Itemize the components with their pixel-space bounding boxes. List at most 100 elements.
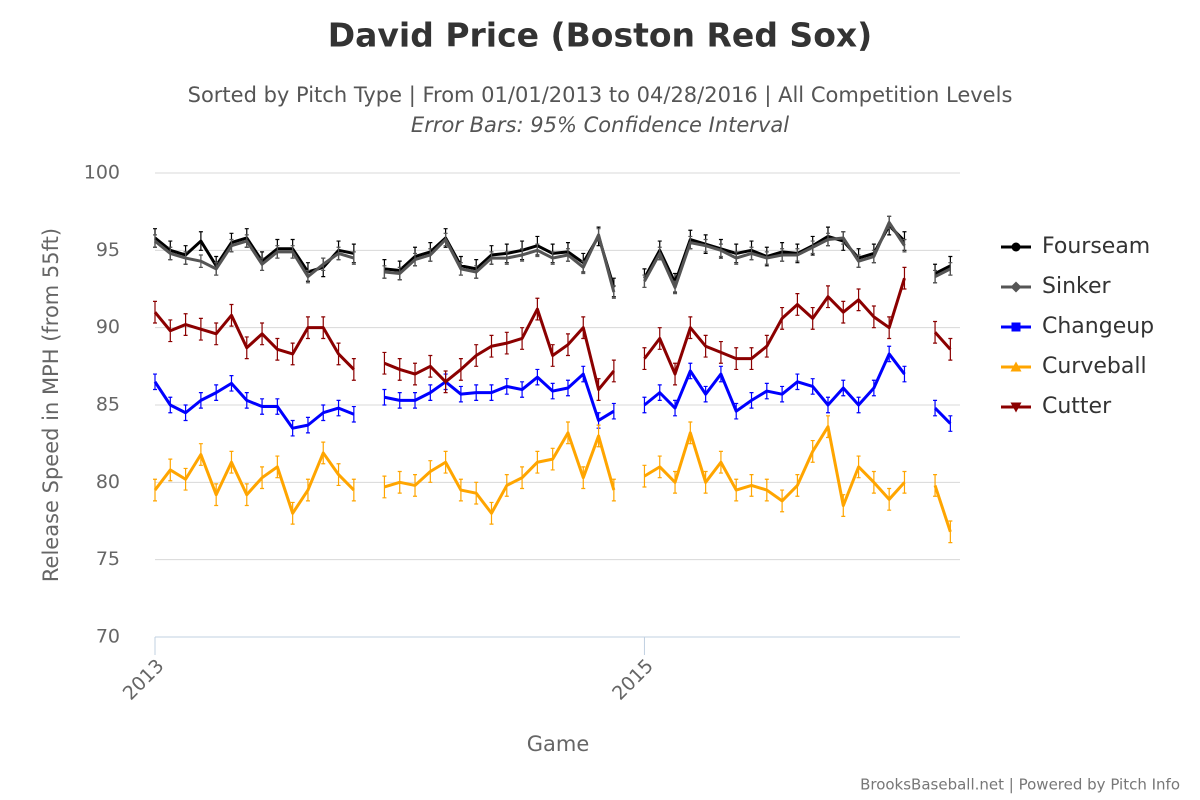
error-bar — [244, 336, 249, 360]
error-bar — [474, 265, 479, 279]
error-bar — [611, 285, 616, 299]
error-bar — [305, 478, 310, 502]
error-bar — [382, 265, 387, 279]
error-bar — [810, 439, 815, 463]
error-bar — [458, 385, 463, 403]
error-bar — [504, 251, 509, 265]
error-bar — [841, 494, 846, 517]
error-bar — [734, 402, 739, 420]
error-bar — [198, 317, 203, 341]
error-bar — [565, 379, 570, 397]
error-bar — [413, 252, 418, 267]
error-bar — [275, 337, 280, 361]
error-bar — [168, 458, 173, 482]
error-bar — [397, 392, 402, 409]
error-bar — [948, 337, 953, 361]
error-bar — [581, 260, 586, 275]
series-line — [153, 425, 952, 533]
error-bar — [718, 365, 723, 383]
error-bar — [321, 441, 326, 465]
error-bar — [458, 358, 463, 381]
error-bar — [673, 399, 678, 417]
y-tick-label: 85 — [96, 394, 120, 416]
error-bar — [168, 396, 173, 414]
error-bar — [397, 470, 402, 494]
error-bar — [795, 248, 800, 262]
error-bar — [520, 327, 525, 350]
credit: BrooksBaseball.net | Powered by Pitch In… — [860, 776, 1180, 794]
error-bar — [443, 450, 448, 474]
series-line — [153, 352, 952, 430]
error-bar — [795, 474, 800, 497]
error-bar — [290, 342, 295, 366]
error-bar — [657, 327, 662, 350]
error-bar — [871, 470, 876, 494]
error-bar — [535, 297, 540, 321]
y-tick-label: 90 — [96, 316, 120, 338]
error-bar — [413, 392, 418, 409]
error-bar — [489, 251, 494, 265]
error-bar — [474, 384, 479, 401]
error-bar — [244, 392, 249, 409]
error-bar — [657, 455, 662, 479]
error-bar — [244, 483, 249, 507]
legend-label: Curveball — [1042, 354, 1147, 379]
error-bar — [244, 234, 249, 248]
error-bar — [504, 331, 509, 355]
error-bar — [351, 478, 356, 502]
error-bar — [535, 368, 540, 386]
error-bar — [198, 231, 203, 251]
error-bar — [933, 320, 938, 344]
error-bar — [657, 384, 662, 401]
error-bar — [780, 248, 785, 262]
error-bar — [611, 359, 616, 383]
error-bar — [489, 334, 494, 358]
error-bar — [887, 345, 892, 363]
error-bar — [856, 455, 861, 479]
error-bar — [780, 489, 785, 513]
error-bar — [902, 238, 907, 253]
y-tick-label: 100 — [84, 162, 120, 184]
error-bar — [688, 362, 693, 380]
error-bar — [153, 478, 157, 502]
legend-marker — [1010, 402, 1022, 413]
error-bar — [474, 481, 479, 505]
error-bar — [887, 487, 892, 511]
x-axis-label: Game — [527, 732, 590, 756]
error-bar — [229, 450, 234, 474]
error-bar — [825, 415, 830, 439]
error-bar — [657, 246, 662, 261]
error-bar — [458, 478, 463, 502]
chart-subtitle: Sorted by Pitch Type | From 01/01/2013 t… — [188, 83, 1013, 108]
error-bar — [397, 266, 402, 281]
error-bar — [688, 316, 693, 340]
error-bar — [443, 370, 448, 394]
error-bar — [336, 342, 341, 366]
error-bar — [780, 385, 785, 403]
error-bar — [948, 415, 953, 432]
error-bar — [902, 365, 907, 383]
legend-marker — [1010, 281, 1022, 293]
error-bar — [565, 248, 570, 262]
error-bar — [214, 262, 219, 276]
y-tick-label: 70 — [96, 626, 120, 648]
error-bar — [153, 300, 157, 324]
error-bar — [305, 316, 310, 340]
error-bar — [550, 251, 555, 265]
error-bar — [214, 483, 219, 507]
error-bar — [260, 257, 265, 272]
error-bar — [321, 404, 326, 422]
error-bar — [749, 347, 754, 371]
error-bar — [764, 334, 769, 358]
error-bar — [642, 464, 647, 488]
error-bar — [351, 405, 356, 423]
error-bar — [535, 243, 540, 258]
error-bar — [183, 467, 188, 491]
error-bar — [428, 384, 433, 401]
error-bar — [871, 379, 876, 397]
error-bar — [489, 384, 494, 401]
error-bar — [749, 392, 754, 409]
legend-marker — [1011, 242, 1021, 252]
error-bar — [168, 246, 173, 261]
error-bar — [504, 378, 509, 395]
